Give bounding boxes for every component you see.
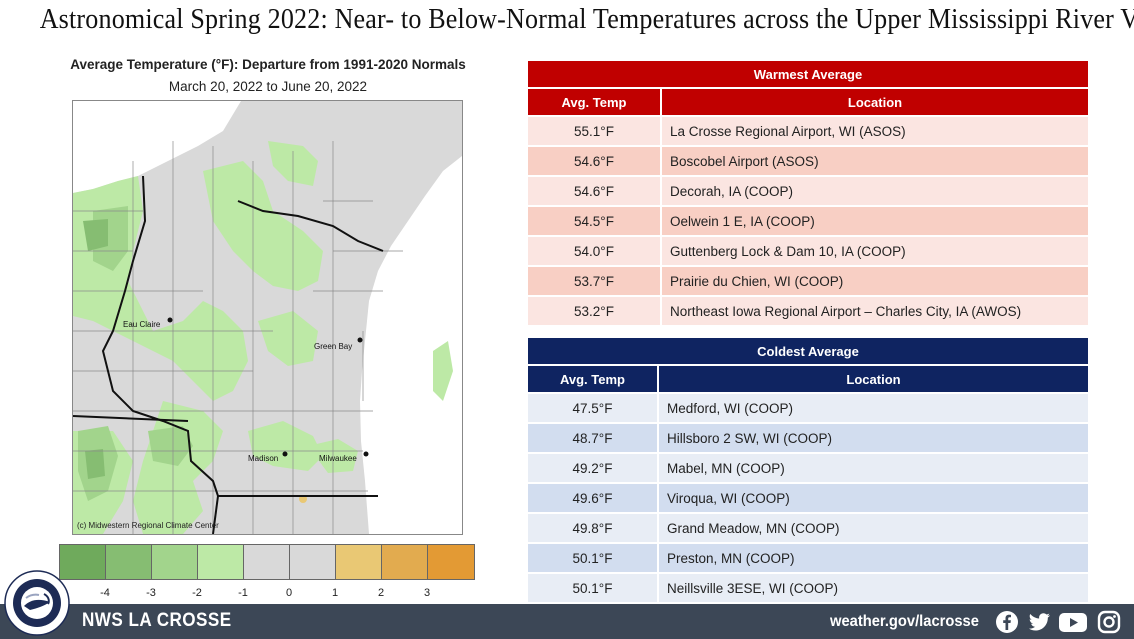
city-label-green-bay: Green Bay bbox=[314, 342, 352, 351]
warmest-col-location: Location bbox=[661, 88, 1088, 116]
coldest-row: 49.2°F Mabel, MN (COOP) bbox=[528, 452, 1088, 483]
map-graphic: Eau Claire Green Bay Madison Milwaukee bbox=[73, 101, 462, 534]
warmest-temp-cell: 54.0°F bbox=[528, 235, 662, 266]
coldest-location-cell: Viroqua, WI (COOP) bbox=[658, 482, 1088, 513]
instagram-icon[interactable] bbox=[1097, 610, 1121, 634]
legend-label: 0 bbox=[285, 587, 293, 599]
coldest-row: 50.1°F Preston, MN (COOP) bbox=[528, 542, 1088, 573]
page-title: Astronomical Spring 2022: Near- to Below… bbox=[39, 4, 1134, 35]
warmest-table: Warmest Average Avg. Temp Location 55.1°… bbox=[528, 61, 1088, 325]
coldest-location-cell: Preston, MN (COOP) bbox=[658, 542, 1088, 573]
temperature-departure-map: Eau Claire Green Bay Madison Milwaukee (… bbox=[72, 100, 463, 535]
coldest-location-cell: Hillsboro 2 SW, WI (COOP) bbox=[658, 422, 1088, 453]
twitter-icon[interactable] bbox=[1025, 610, 1053, 634]
coldest-row: 50.1°F Neillsville 3ESE, WI (COOP) bbox=[528, 572, 1088, 602]
legend-label: -1 bbox=[238, 587, 248, 599]
warmest-temp-cell: 54.6°F bbox=[528, 145, 662, 176]
coldest-location-cell: Grand Meadow, MN (COOP) bbox=[658, 512, 1088, 543]
coldest-row: 47.5°F Medford, WI (COOP) bbox=[528, 392, 1088, 423]
coldest-temp-cell: 49.6°F bbox=[528, 482, 659, 513]
legend-swatch bbox=[244, 545, 290, 579]
warmest-row: 55.1°F La Crosse Regional Airport, WI (AS… bbox=[528, 115, 1088, 146]
warmest-location-cell: Prairie du Chien, WI (COOP) bbox=[661, 265, 1088, 296]
office-name: NWS LA CROSSE bbox=[82, 610, 232, 631]
coldest-row: 49.6°F Viroqua, WI (COOP) bbox=[528, 482, 1088, 513]
legend-label: 1 bbox=[331, 587, 339, 599]
legend-swatch bbox=[106, 545, 152, 579]
legend-color-bar bbox=[59, 544, 475, 580]
warmest-temp-cell: 53.7°F bbox=[528, 265, 662, 296]
warmest-location-cell: Decorah, IA (COOP) bbox=[661, 175, 1088, 206]
green-bay bbox=[368, 231, 428, 326]
facebook-icon[interactable] bbox=[995, 610, 1019, 634]
website-link[interactable]: weather.gov/lacrosse bbox=[830, 613, 979, 630]
coldest-location-cell: Medford, WI (COOP) bbox=[658, 392, 1088, 423]
warmest-row: 53.7°F Prairie du Chien, WI (COOP) bbox=[528, 265, 1088, 296]
coldest-anomaly-areas bbox=[83, 219, 108, 479]
legend-label: -2 bbox=[192, 587, 202, 599]
coldest-row: 49.8°F Grand Meadow, MN (COOP) bbox=[528, 512, 1088, 543]
city-label-eau-claire: Eau Claire bbox=[123, 320, 161, 329]
warmest-col-temp: Avg. Temp bbox=[528, 88, 662, 116]
warmest-temp-cell: 55.1°F bbox=[528, 115, 662, 146]
coldest-temp-cell: 50.1°F bbox=[528, 542, 659, 573]
coldest-col-location: Location bbox=[658, 365, 1088, 393]
map-credit: (c) Midwestern Regional Climate Center bbox=[77, 521, 219, 530]
footer-bar: NWS LA CROSSE weather.gov/lacrosse bbox=[0, 604, 1134, 639]
map-title: Average Temperature (°F): Departure from… bbox=[70, 57, 466, 72]
city-markers bbox=[167, 317, 369, 457]
warmest-temp-cell: 54.6°F bbox=[528, 175, 662, 206]
legend-label: 3 bbox=[423, 587, 431, 599]
legend-label: -4 bbox=[100, 587, 110, 599]
coldest-row: 48.7°F Hillsboro 2 SW, WI (COOP) bbox=[528, 422, 1088, 453]
warmest-location-cell: Boscobel Airport (ASOS) bbox=[661, 145, 1088, 176]
warmest-location-cell: Northeast Iowa Regional Airport – Charle… bbox=[661, 295, 1088, 325]
legend-swatch bbox=[428, 545, 474, 579]
warmest-temp-cell: 54.5°F bbox=[528, 205, 662, 236]
legend-swatch bbox=[290, 545, 336, 579]
coldest-temp-cell: 48.7°F bbox=[528, 422, 659, 453]
city-label-madison: Madison bbox=[248, 454, 278, 463]
warmest-temp-cell: 53.2°F bbox=[528, 295, 662, 325]
lake-michigan bbox=[360, 156, 462, 534]
green-bay-marker bbox=[357, 337, 363, 343]
city-label-milwaukee: Milwaukee bbox=[319, 454, 357, 463]
legend-swatch bbox=[382, 545, 428, 579]
nws-logo bbox=[4, 570, 70, 636]
coldest-col-temp: Avg. Temp bbox=[528, 365, 659, 393]
state-borders bbox=[73, 175, 384, 534]
warmest-location-cell: La Crosse Regional Airport, WI (ASOS) bbox=[661, 115, 1088, 146]
youtube-icon[interactable] bbox=[1058, 610, 1088, 634]
lake-superior bbox=[73, 101, 241, 193]
legend-label: -3 bbox=[146, 587, 156, 599]
coldest-heading: Coldest Average bbox=[528, 338, 1088, 366]
warmest-location-cell: Guttenberg Lock & Dam 10, IA (COOP) bbox=[661, 235, 1088, 266]
warmest-row: 54.6°F Boscobel Airport (ASOS) bbox=[528, 145, 1088, 176]
coldest-table: Coldest Average Avg. Temp Location 47.5°… bbox=[528, 338, 1088, 602]
map-subtitle: March 20, 2022 to June 20, 2022 bbox=[168, 79, 368, 94]
legend-swatch bbox=[336, 545, 382, 579]
eau-claire-marker bbox=[167, 317, 173, 323]
coldest-temp-cell: 47.5°F bbox=[528, 392, 659, 423]
warmest-row: 54.5°F Oelwein 1 E, IA (COOP) bbox=[528, 205, 1088, 236]
milwaukee-marker bbox=[363, 451, 369, 457]
warmest-row: 54.0°F Guttenberg Lock & Dam 10, IA (COOP… bbox=[528, 235, 1088, 266]
legend-label: 2 bbox=[377, 587, 385, 599]
coldest-location-cell: Mabel, MN (COOP) bbox=[658, 452, 1088, 483]
coldest-temp-cell: 49.8°F bbox=[528, 512, 659, 543]
warmest-heading: Warmest Average bbox=[528, 61, 1088, 89]
coldest-temp-cell: 50.1°F bbox=[528, 572, 659, 602]
warmest-row: 53.2°F Northeast Iowa Regional Airport – … bbox=[528, 295, 1088, 325]
coldest-location-cell: Neillsville 3ESE, WI (COOP) bbox=[658, 572, 1088, 602]
warmest-row: 54.6°F Decorah, IA (COOP) bbox=[528, 175, 1088, 206]
warmest-location-cell: Oelwein 1 E, IA (COOP) bbox=[661, 205, 1088, 236]
madison-marker bbox=[282, 451, 288, 457]
county-lines bbox=[73, 141, 403, 534]
legend-swatch bbox=[152, 545, 198, 579]
legend-swatch bbox=[60, 545, 106, 579]
legend-swatch bbox=[198, 545, 244, 579]
coldest-temp-cell: 49.2°F bbox=[528, 452, 659, 483]
